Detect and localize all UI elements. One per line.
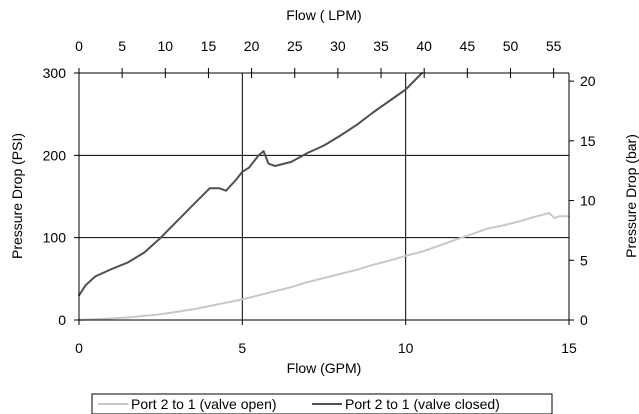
x-tick-label-15: 15 xyxy=(561,340,577,356)
x2-tick-label-0: 0 xyxy=(75,38,83,54)
x2-tick-label-40: 40 xyxy=(416,38,432,54)
y-tick-label-200: 200 xyxy=(43,147,67,163)
x2-tick-label-45: 45 xyxy=(460,38,476,54)
series-line-valve-open xyxy=(78,212,570,321)
x2-tick-label-10: 10 xyxy=(158,38,174,54)
y-tick-label-0: 0 xyxy=(58,312,66,328)
series-line-valve-closed xyxy=(78,72,423,297)
series-layer xyxy=(78,72,570,321)
y-tick-label-100: 100 xyxy=(43,230,67,246)
y2-axis-title: Pressure Drop (bar) xyxy=(623,134,639,258)
legend-label-valve-closed: Port 2 to 1 (valve closed) xyxy=(345,396,500,412)
tick-labels: 0 5 10 150 5 10 15 20 25 30 35 40 45 50 55010020030005… xyxy=(43,38,596,356)
x2-axis-title: Flow ( LPM) xyxy=(286,7,361,23)
y-axis-title: Pressure Drop (PSI) xyxy=(9,133,25,259)
x2-tick-label-50: 50 xyxy=(503,38,519,54)
plot-area xyxy=(79,73,569,320)
x-tick-label-0: 0 xyxy=(75,340,83,356)
x-axis-title: Flow (GPM) xyxy=(287,360,362,376)
x2-tick-label-30: 30 xyxy=(330,38,346,54)
y2-tick-label-0: 0 xyxy=(580,312,588,328)
legend-label-valve-open: Port 2 to 1 (valve open) xyxy=(131,396,277,412)
x2-tick-label-5: 5 xyxy=(118,38,126,54)
x-tick-label-10: 10 xyxy=(398,340,414,356)
x2-tick-label-15: 15 xyxy=(201,38,217,54)
y-tick-label-300: 300 xyxy=(43,65,67,81)
y2-tick-label-5: 5 xyxy=(580,252,588,268)
x2-tick-label-25: 25 xyxy=(287,38,303,54)
y2-tick-label-20: 20 xyxy=(580,73,596,89)
y2-tick-label-10: 10 xyxy=(580,193,596,209)
x2-tick-label-20: 20 xyxy=(244,38,260,54)
x2-tick-label-55: 55 xyxy=(546,38,562,54)
x2-tick-label-35: 35 xyxy=(373,38,389,54)
axes xyxy=(74,68,574,325)
legend: Port 2 to 1 (valve open) Port 2 to 1 (va… xyxy=(91,393,553,414)
y2-tick-label-15: 15 xyxy=(580,133,596,149)
x-tick-label-5: 5 xyxy=(238,340,246,356)
